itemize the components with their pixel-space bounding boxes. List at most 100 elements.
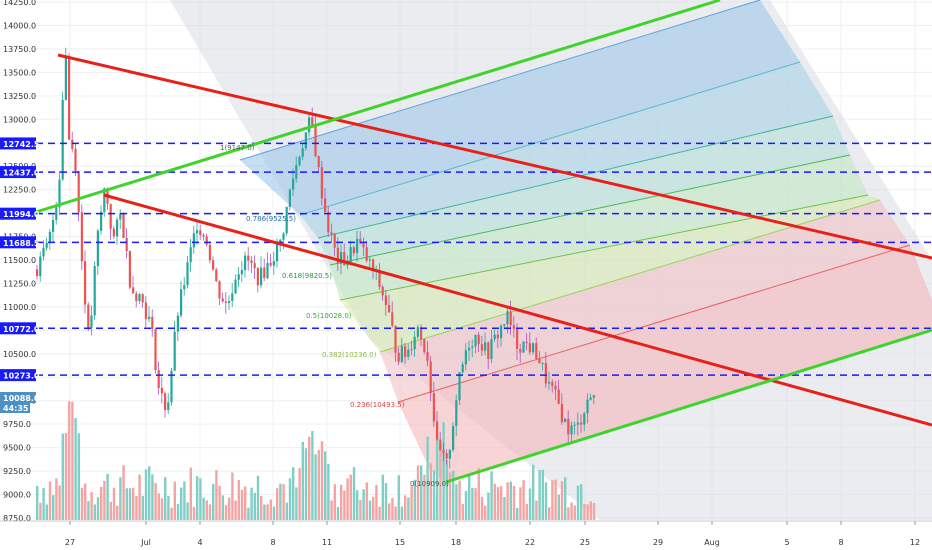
volume-bar xyxy=(90,492,93,520)
volume-bar xyxy=(135,496,138,520)
volume-bar xyxy=(282,484,285,520)
candle-body xyxy=(164,393,167,410)
candle-body xyxy=(93,265,96,316)
volume-bar xyxy=(151,474,154,520)
volume-bar xyxy=(64,432,68,520)
volume-bar xyxy=(480,496,484,520)
candle-body xyxy=(493,334,496,340)
y-tick-19: 9500.0 xyxy=(3,444,31,453)
volume-bar xyxy=(573,505,576,520)
volume-bar xyxy=(202,497,205,520)
candle-body xyxy=(132,287,135,294)
volume-bar xyxy=(228,497,231,520)
green-trendline-lower[interactable] xyxy=(445,328,932,484)
volume-bar xyxy=(39,502,42,520)
candle-body xyxy=(400,346,403,362)
candle-body xyxy=(330,232,333,234)
volume-bar xyxy=(324,451,327,520)
candle-body xyxy=(471,346,474,348)
volume-bar xyxy=(368,500,372,520)
volume-bar xyxy=(576,485,580,520)
candle-body xyxy=(554,385,557,390)
volume-bar xyxy=(496,487,500,520)
red-trendline-lower[interactable] xyxy=(103,193,932,427)
candle-body xyxy=(253,263,256,269)
candle-body xyxy=(528,343,531,353)
volume-bar xyxy=(336,507,340,520)
volume-bar xyxy=(375,485,378,520)
level-label-0: 12742.5 xyxy=(3,140,40,149)
candle-body xyxy=(84,261,87,305)
candle-body xyxy=(592,395,595,398)
volume-bar xyxy=(343,490,346,520)
x-tick-7: 22 xyxy=(525,538,535,547)
candle-body xyxy=(535,343,538,359)
candle-body xyxy=(157,369,160,388)
volume-bar xyxy=(301,441,304,520)
candle-body xyxy=(570,425,573,435)
y-axis: 14250.0 14000.0 13750.0 13500.0 13250.0 13000… xyxy=(3,0,36,523)
volume-bar xyxy=(103,480,106,520)
candle-body xyxy=(183,285,186,290)
candle-body xyxy=(141,294,144,303)
x-tick-11: 5 xyxy=(784,538,789,547)
volume-bar xyxy=(304,448,308,520)
candle-body xyxy=(39,256,42,277)
candle-body xyxy=(250,260,253,264)
x-tick-1: Jul xyxy=(140,538,151,547)
candle-body xyxy=(144,302,147,319)
candle-body xyxy=(52,219,55,232)
candle-body xyxy=(477,334,480,345)
volume-bar xyxy=(442,422,445,520)
volume-bar xyxy=(58,485,61,520)
candle-body xyxy=(509,311,512,326)
volume-bar xyxy=(397,475,400,520)
candle-body xyxy=(349,247,352,262)
volume-bar xyxy=(468,474,471,520)
candle-body xyxy=(199,230,202,235)
volume-bar xyxy=(340,484,343,520)
candle-body xyxy=(404,346,407,357)
level-label-4: 10772.0 xyxy=(3,325,40,334)
green-trendline-upper[interactable] xyxy=(35,0,721,214)
volume-bar xyxy=(164,477,167,520)
candle-body xyxy=(506,311,509,325)
red-trendline-upper[interactable] xyxy=(57,53,932,260)
volume-bar xyxy=(516,507,519,520)
level-label-box-3 xyxy=(0,236,36,249)
volume-bar xyxy=(186,502,189,520)
volume-bar xyxy=(458,480,461,520)
y-tick-18: 9750.0 xyxy=(3,420,31,429)
candle-body xyxy=(343,252,346,266)
y-tick-12: 11250.0 xyxy=(3,279,36,288)
volume-bar xyxy=(234,500,237,520)
volume-bar xyxy=(436,432,439,520)
candle-body xyxy=(532,343,535,353)
candle-body xyxy=(170,370,173,403)
volume-bar xyxy=(519,487,522,520)
level-label-box-4 xyxy=(0,322,36,335)
candle-body xyxy=(36,269,39,277)
candle-body xyxy=(237,274,240,280)
y-tick-0: 14250.0 xyxy=(3,0,36,7)
volume-bar xyxy=(484,505,487,520)
trend-lines[interactable] xyxy=(35,0,932,484)
candle-body xyxy=(564,418,567,423)
candle-body xyxy=(416,327,419,337)
volume-bar xyxy=(208,504,212,520)
candle-body xyxy=(432,393,435,422)
level-labels: 12742.5 12437.0 11994.0 11688.5 10772.0 10273… xyxy=(0,137,40,382)
volume-bar xyxy=(461,504,464,520)
candle-body xyxy=(58,179,61,208)
fib-labels: 1(9147.0) 0.786(9525.5) 0.618(9820.5) 0.5(1… xyxy=(220,144,449,488)
candle-body xyxy=(240,270,243,275)
volume-bar xyxy=(240,489,244,520)
candle-body xyxy=(436,421,439,440)
candle-body xyxy=(516,328,519,349)
volume-bar xyxy=(160,498,164,520)
candle-body xyxy=(413,336,416,350)
y-tick-3: 13500.0 xyxy=(3,68,36,77)
volume-bar xyxy=(388,503,391,520)
volume-bar xyxy=(260,495,263,520)
